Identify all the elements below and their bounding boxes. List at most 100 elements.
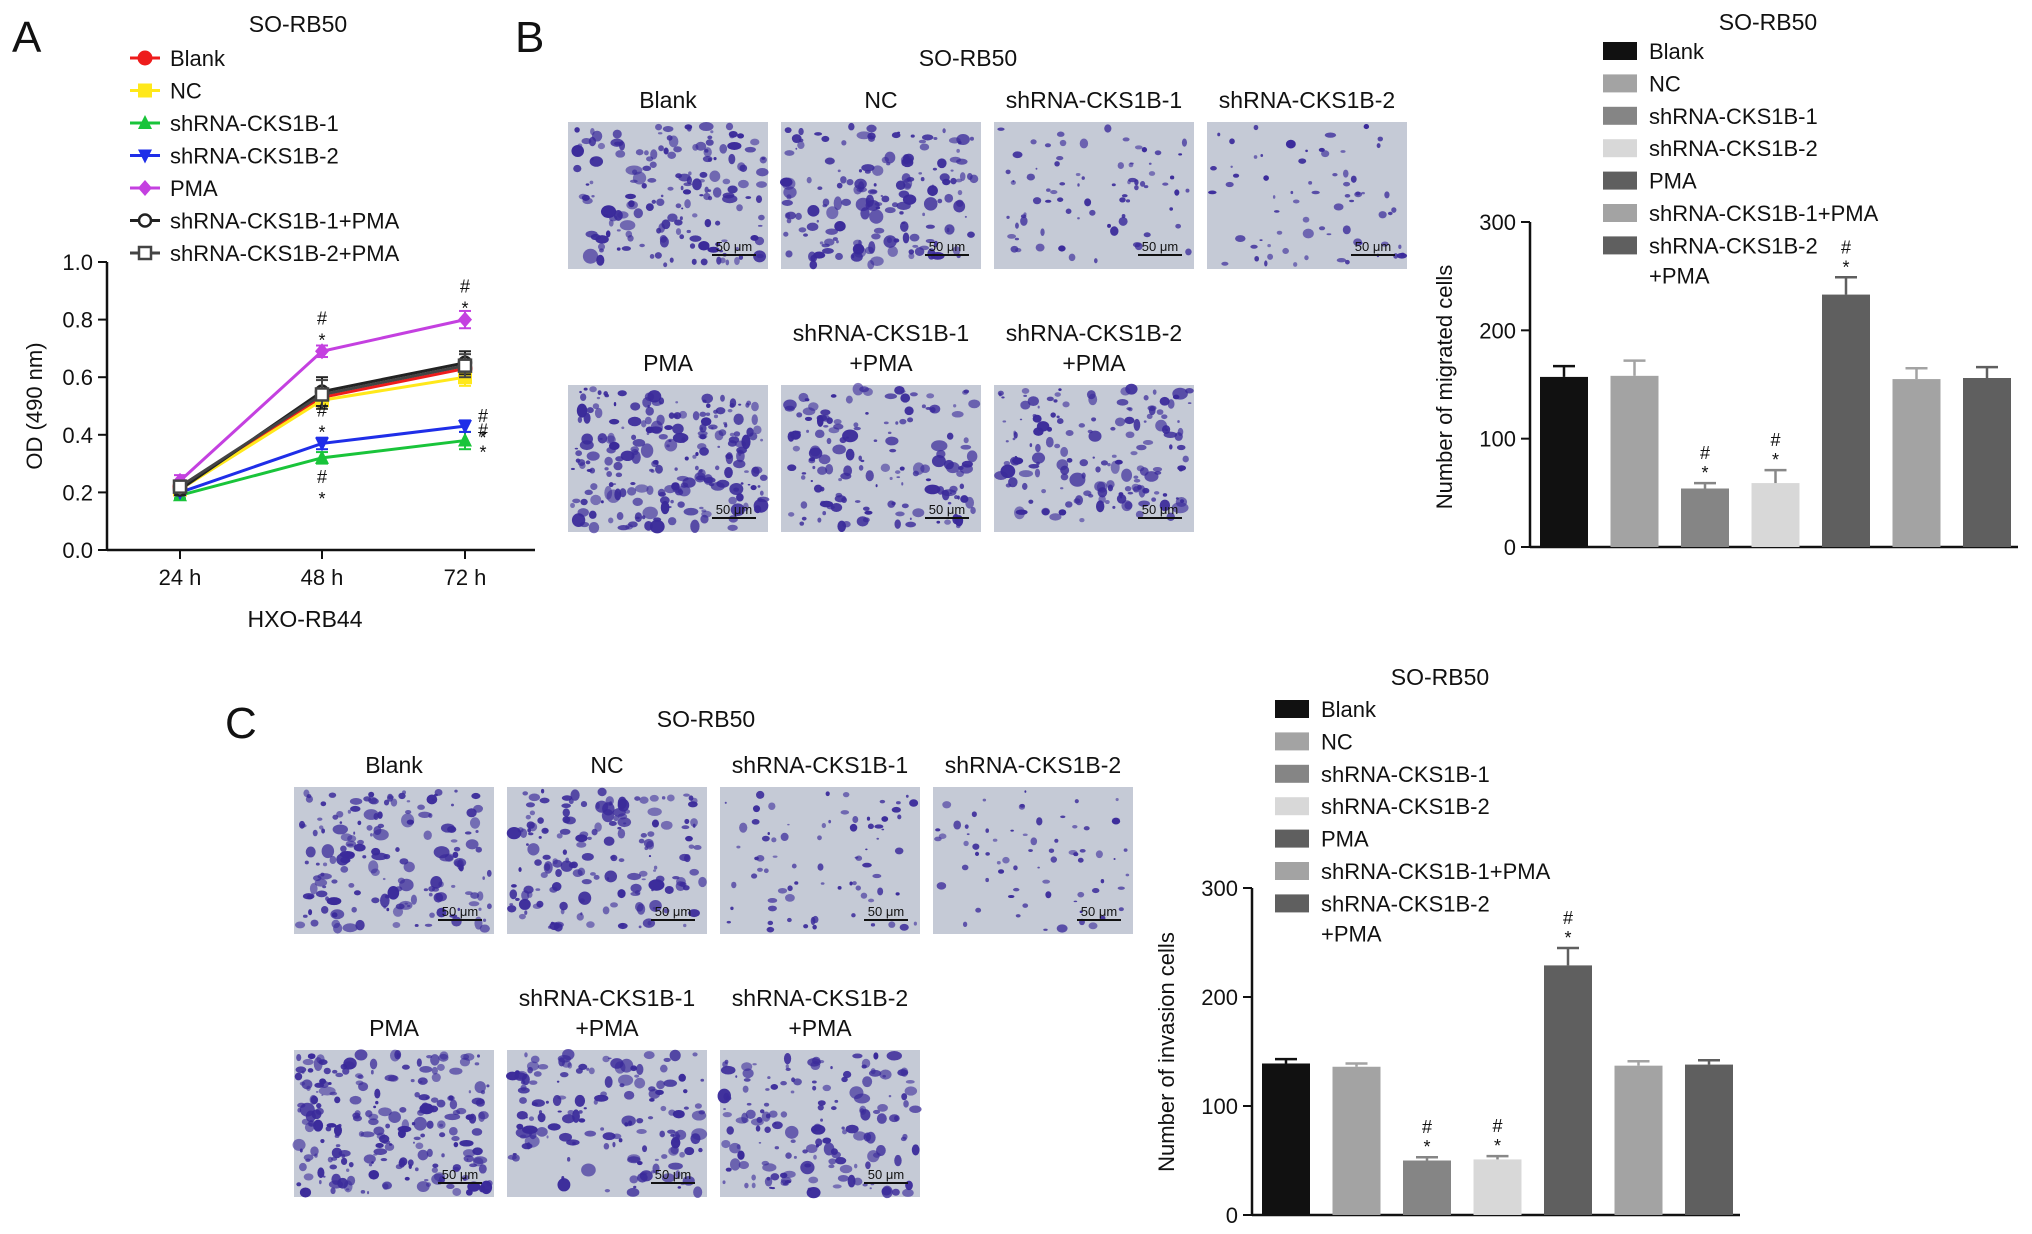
significance-hash: #: [317, 308, 327, 328]
stained-cell: [1065, 208, 1072, 214]
stained-cell: [1089, 209, 1096, 216]
stained-cell: [925, 406, 932, 410]
stained-cell: [822, 1137, 832, 1144]
stained-cell: [740, 482, 744, 485]
stained-cell: [690, 519, 700, 533]
bar: [1544, 965, 1592, 1215]
stained-cell: [642, 397, 652, 408]
stained-cell: [439, 1051, 449, 1060]
stained-cell: [537, 1112, 546, 1123]
stained-cell: [959, 483, 965, 490]
stained-cell: [646, 841, 655, 850]
stained-cell: [756, 790, 765, 799]
stained-cell: [912, 244, 919, 248]
stained-cell: [304, 860, 309, 865]
stained-cell: [638, 870, 648, 877]
stained-cell: [910, 134, 915, 138]
stained-cell: [1097, 487, 1108, 498]
stained-cell: [756, 168, 769, 177]
stained-cell: [798, 392, 809, 402]
stained-cell: [832, 444, 846, 455]
stained-cell: [518, 913, 526, 920]
stained-cell: [414, 923, 419, 927]
stained-cell: [1169, 444, 1173, 450]
stained-cell: [1012, 437, 1016, 441]
legend-marker: [137, 213, 153, 228]
stained-cell: [594, 1094, 609, 1102]
stained-cell: [1384, 191, 1390, 199]
bar: [1403, 1160, 1451, 1215]
stained-cell: [841, 1126, 845, 1130]
stained-cell: [899, 466, 905, 471]
stained-cell: [570, 502, 575, 509]
stained-cell: [707, 246, 720, 253]
stained-cell: [433, 793, 438, 797]
stained-cell: [305, 846, 316, 858]
stained-cell: [648, 1088, 661, 1099]
stained-cell: [1065, 501, 1073, 508]
stained-cell: [807, 1187, 812, 1192]
stained-cell: [663, 1057, 671, 1063]
stained-cell: [1125, 383, 1138, 395]
stained-cell: [997, 127, 1005, 131]
stained-cell: [1074, 799, 1079, 804]
micrograph: 50 μm: [933, 787, 1133, 934]
stained-cell: [531, 1099, 545, 1107]
stained-cell: [845, 395, 853, 404]
stained-cell: [901, 1093, 908, 1101]
stained-cell: [529, 810, 536, 816]
stained-cell: [853, 426, 861, 431]
stained-cell: [410, 1079, 415, 1083]
stained-cell: [1012, 180, 1015, 183]
stained-cell: [423, 830, 432, 840]
stained-cell: [837, 520, 847, 533]
stained-cell: [1217, 132, 1221, 137]
stained-cell: [430, 1054, 440, 1066]
stained-cell: [558, 1057, 566, 1067]
scale-bar-label: 50 μm: [929, 239, 965, 254]
legend-swatch: [1275, 700, 1309, 718]
stained-cell: [895, 892, 900, 896]
stained-cell: [636, 1128, 647, 1134]
data-point: [314, 387, 330, 402]
stained-cell: [751, 1182, 756, 1189]
legend-label: +PMA: [1649, 263, 1710, 288]
stained-cell: [1124, 501, 1133, 510]
stained-cell: [841, 1076, 848, 1083]
data-point: [315, 343, 329, 360]
stained-cell: [770, 1084, 779, 1090]
stained-cell: [568, 798, 574, 805]
stained-cell: [951, 410, 964, 418]
x-axis-label: HXO-RB44: [247, 606, 362, 632]
stained-cell: [460, 1053, 470, 1060]
stained-cell: [738, 1160, 750, 1170]
stained-cell: [550, 921, 555, 925]
stained-cell: [694, 465, 699, 471]
stained-cell: [962, 390, 969, 395]
stained-cell: [1110, 226, 1119, 236]
stained-cell: [830, 394, 837, 398]
stained-cell: [413, 1141, 415, 1144]
stained-cell: [785, 250, 793, 258]
stained-cell: [1056, 924, 1068, 933]
stained-cell: [1030, 837, 1038, 846]
stained-cell: [591, 195, 595, 198]
stained-cell: [895, 421, 899, 425]
stained-cell: [658, 145, 664, 152]
stained-cell: [616, 247, 621, 251]
stained-cell: [581, 878, 592, 885]
stained-cell: [683, 1106, 689, 1110]
stained-cell: [574, 127, 580, 133]
stained-cell: [931, 184, 935, 188]
stained-cell: [417, 1077, 428, 1085]
stained-cell: [699, 171, 708, 178]
stained-cell: [632, 171, 647, 185]
stained-cell: [539, 797, 550, 804]
stained-cell: [308, 909, 313, 916]
significance-hash: #: [460, 277, 470, 297]
bar: [1685, 1064, 1733, 1215]
stained-cell: [689, 868, 699, 876]
stained-cell: [674, 219, 683, 226]
stained-cell: [1169, 175, 1175, 180]
stained-cell: [942, 128, 946, 134]
